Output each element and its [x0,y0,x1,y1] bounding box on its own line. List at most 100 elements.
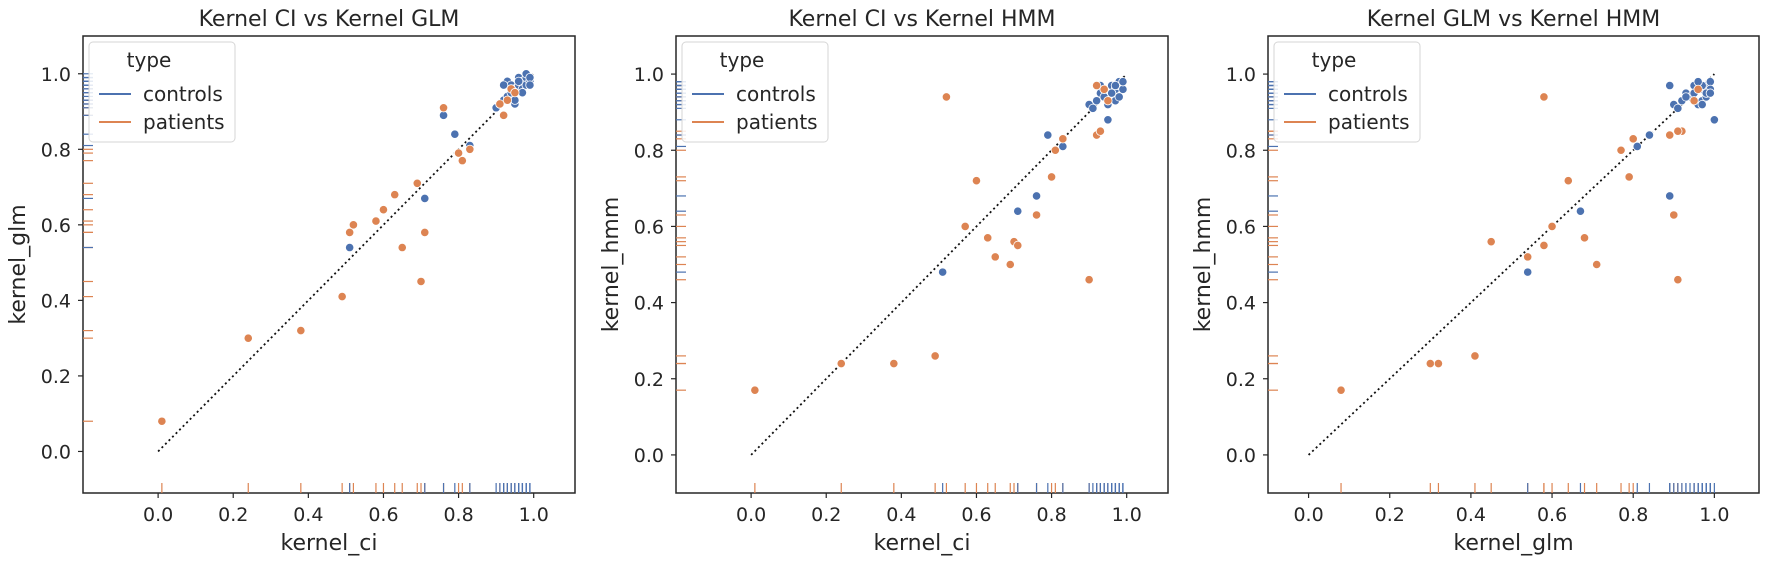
point-patients [157,416,167,426]
point-patients [1689,96,1699,106]
point-patients [1669,210,1679,220]
legend-box [88,41,236,143]
legend-box [681,41,829,143]
point-patients [378,205,389,215]
legend-label-controls: controls [143,82,223,106]
point-controls [1092,96,1102,106]
x-tick-label: 0.8 [1618,504,1648,526]
point-controls [1013,206,1023,216]
point-patients [397,242,407,253]
point-controls [1103,115,1113,125]
point-patients [990,252,1000,262]
point-patients [1624,172,1634,182]
point-patients [412,178,422,188]
x-tick-label: 1.0 [519,504,549,526]
point-controls [1673,103,1683,113]
point-controls [1114,92,1124,102]
x-tick-label: 0.0 [736,504,766,526]
point-controls [499,80,509,90]
legend-label-patients: patients [1328,110,1410,134]
point-patients [1103,96,1113,106]
y-tick-label: 0.8 [41,139,71,161]
point-patients [390,190,400,200]
x-tick-label: 0.6 [368,504,398,526]
x-tick-label: 0.0 [1293,504,1323,526]
point-patients [1084,275,1094,285]
point-patients [510,88,520,98]
x-tick-label: 1.0 [1112,504,1142,526]
x-tick-label: 0.8 [1036,504,1066,526]
y-tick-label: 1.0 [1226,64,1256,86]
x-tick-label: 0.4 [1456,504,1486,526]
point-patients [1031,210,1042,220]
plot-area [676,73,1128,493]
point-patients [1486,237,1496,247]
x-tick-label: 0.4 [886,504,916,526]
point-patients [836,358,846,369]
y-tick-label: 0.6 [1226,216,1256,238]
point-controls [1058,141,1068,152]
point-patients [348,220,359,230]
point-controls [1043,130,1053,140]
point-controls [525,80,535,90]
plot-area [1268,73,1719,493]
point-patients [1673,126,1683,136]
point-patients [337,292,347,302]
y-tick-label: 0.8 [1226,140,1256,162]
point-patients [1470,351,1480,361]
point-controls [1632,141,1642,152]
point-patients [1539,92,1549,102]
x-axis-label: kernel_ci [281,531,378,556]
x-tick-label: 0.0 [143,504,173,526]
point-patients [1579,233,1590,243]
point-patients [457,156,467,166]
point-patients [1616,145,1626,155]
y-tick-label: 1.0 [634,64,664,86]
point-patients [1099,84,1109,94]
y-axis-label: kernel_hmm [599,197,624,333]
point-patients [1005,259,1015,270]
point-controls [420,193,430,204]
point-patients [495,99,505,109]
point-controls [1523,267,1533,277]
y-tick-label: 0.0 [634,445,664,467]
y-tick-label: 0.2 [41,366,71,388]
point-controls [1575,206,1586,216]
point-patients [499,110,509,120]
point-controls [1118,84,1128,94]
x-tick-label: 0.4 [293,504,323,526]
point-controls [1665,191,1675,201]
y-tick-label: 1.0 [41,64,71,86]
point-controls [1705,88,1715,98]
point-patients [416,276,426,287]
point-controls [1118,77,1128,87]
point-patients [983,233,993,243]
legend-title: type [720,48,765,72]
chart-title: Kernel CI vs Kernel GLM [199,7,460,32]
point-patients [465,144,475,154]
point-patients [1095,126,1105,136]
point-controls [1709,115,1719,125]
point-patients [1547,221,1557,232]
point-controls [1110,80,1121,91]
x-tick-label: 0.2 [1375,504,1405,526]
legend-label-controls: controls [736,82,816,106]
legend: type controls patients [1273,41,1421,143]
point-patients [1523,252,1533,262]
y-tick-label: 0.0 [41,441,71,463]
subplot-2: Kernel CI vs Kernel HMM 0.0 0.2 0.4 0.6 0.8 1.… [599,7,1169,556]
point-controls [938,267,948,277]
legend-label-controls: controls [1328,82,1408,106]
point-patients [1665,130,1675,140]
x-axis-label: kernel_glm [1453,531,1573,556]
subplot-3: Kernel GLM vs Kernel HMM 0.0 0.2 0.4 0.6 0.8 1… [1191,7,1760,556]
point-controls [525,72,535,83]
point-controls [1693,77,1703,87]
y-tick-label: 0.6 [634,216,664,238]
x-tick-label: 0.2 [218,504,248,526]
point-controls [1697,99,1707,110]
legend-label-patients: patients [143,110,225,134]
point-controls [514,76,524,86]
